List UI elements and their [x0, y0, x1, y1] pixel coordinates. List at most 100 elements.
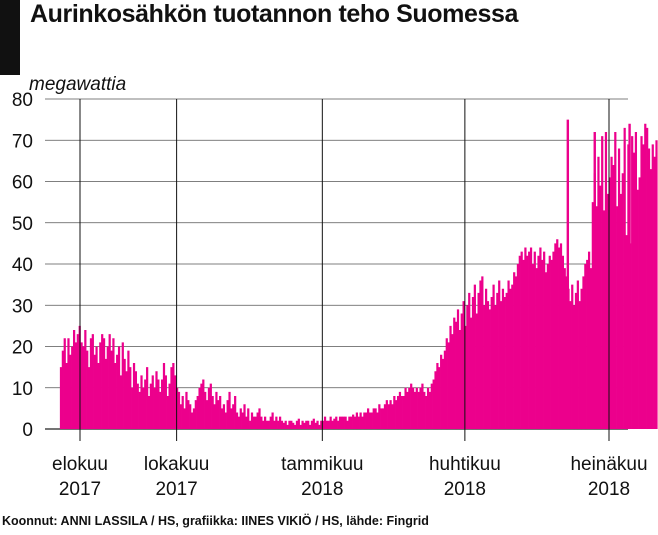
bar	[144, 379, 147, 429]
bar	[359, 412, 362, 429]
bar	[350, 416, 353, 430]
bar	[486, 301, 490, 430]
bar	[286, 424, 289, 430]
bar	[451, 334, 454, 430]
bar	[142, 387, 145, 429]
bar	[82, 346, 85, 429]
bar	[303, 422, 306, 429]
bar	[550, 259, 553, 430]
bar	[348, 416, 351, 430]
bar	[470, 317, 473, 430]
bar	[131, 387, 134, 429]
bar	[528, 251, 531, 430]
bar	[599, 185, 602, 429]
bar	[400, 396, 403, 429]
bar	[252, 416, 255, 430]
bar	[265, 420, 269, 429]
bar	[389, 400, 392, 430]
bar	[338, 416, 342, 430]
bar	[589, 268, 593, 430]
bar	[468, 292, 471, 430]
bar	[295, 420, 299, 429]
bar-spike	[566, 119, 570, 430]
bar	[307, 420, 310, 429]
bar	[631, 136, 634, 430]
bar	[543, 251, 546, 430]
bar	[280, 420, 284, 429]
bar	[475, 313, 478, 429]
bar	[498, 280, 501, 429]
bar	[411, 387, 415, 429]
bar	[649, 169, 653, 430]
bar	[260, 416, 263, 430]
bar	[323, 416, 327, 430]
bar	[421, 383, 424, 430]
bar	[93, 354, 96, 429]
bar	[230, 408, 233, 430]
bar	[187, 400, 190, 430]
bar	[331, 420, 334, 429]
bar	[299, 424, 302, 430]
bar	[168, 383, 171, 430]
bar	[198, 387, 201, 429]
bar	[245, 416, 248, 430]
bar	[617, 148, 621, 429]
bar	[254, 416, 257, 430]
bar	[642, 144, 645, 430]
bar	[346, 420, 349, 429]
bar	[582, 276, 585, 430]
bar	[179, 404, 182, 429]
bar	[97, 363, 100, 429]
bar	[396, 396, 400, 429]
bar	[322, 420, 325, 429]
bar	[494, 305, 497, 429]
bar	[524, 247, 527, 429]
bar	[569, 301, 572, 430]
bar	[117, 346, 121, 429]
bar	[370, 412, 373, 429]
bar	[460, 313, 463, 429]
bar	[146, 367, 149, 430]
bar	[490, 297, 493, 429]
bar	[104, 358, 108, 430]
bar	[320, 420, 323, 429]
bar	[361, 416, 364, 430]
bar	[177, 391, 181, 430]
bar	[189, 404, 192, 429]
bar	[63, 338, 66, 429]
bar	[393, 396, 396, 429]
x-tick-label-month-2: tammikuu	[281, 454, 363, 475]
x-tick-label-year-1: 2017	[155, 479, 197, 500]
bar	[123, 358, 126, 430]
bar	[363, 412, 366, 429]
bar-series	[59, 119, 658, 430]
bar	[164, 375, 167, 430]
bar	[202, 379, 205, 429]
bar	[653, 156, 656, 429]
bar	[503, 297, 506, 429]
bar	[215, 391, 218, 430]
bar	[413, 391, 417, 430]
bar	[224, 412, 227, 429]
bar	[563, 268, 566, 430]
bar	[621, 173, 624, 429]
bar	[574, 292, 578, 430]
month-marker-lines	[79, 99, 610, 441]
bar	[106, 346, 109, 429]
bar	[597, 156, 600, 429]
bar	[438, 367, 441, 430]
bar	[571, 284, 574, 430]
bar	[554, 243, 557, 430]
bar	[316, 420, 319, 429]
bar	[619, 193, 623, 430]
bar	[69, 354, 72, 429]
bar	[395, 400, 398, 430]
bar	[535, 268, 538, 430]
bar	[453, 317, 456, 430]
bar	[406, 391, 409, 430]
bar	[284, 420, 287, 429]
bar	[368, 412, 372, 429]
bar	[301, 420, 304, 429]
bar	[376, 412, 379, 429]
